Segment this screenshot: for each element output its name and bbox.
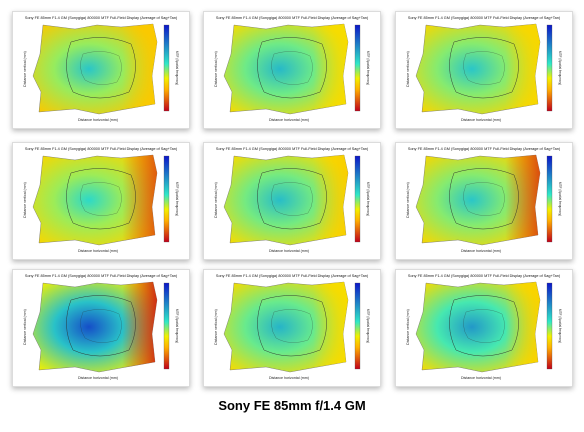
colorbar-label: MTF (Spatial frequency): [366, 182, 370, 216]
y-axis-label: Distance vertical (mm): [406, 309, 410, 345]
colorbar-label: MTF (Spatial frequency): [366, 51, 370, 85]
x-axis-label: Distance horizontal (mm): [269, 118, 309, 122]
contour-line: [66, 295, 136, 357]
contour-line: [463, 182, 505, 216]
mtf-edge-falloff: [224, 282, 348, 372]
x-axis-label: Distance horizontal (mm): [78, 249, 118, 253]
chart-title: Sony FE 85mm F1.4 GM (Sonygiga) 800000 M…: [408, 16, 561, 20]
contour-line: [66, 168, 136, 230]
mtf-heatmap: Sony FE 85mm F1.4 GM (Sonygiga) 800000 M…: [214, 147, 370, 253]
colorbar: [354, 155, 361, 243]
colorbar: [163, 24, 170, 112]
y-axis-label: Distance vertical (mm): [406, 182, 410, 218]
y-axis-label: Distance vertical (mm): [406, 51, 410, 87]
contour-line: [66, 37, 136, 99]
colorbar: [546, 282, 553, 370]
mtf-edge-falloff: [33, 24, 157, 114]
colorbar: [163, 155, 170, 243]
mtf-chart-card: Sony FE 85mm F1.4 GM (Sonygiga) 800000 M…: [12, 142, 190, 260]
mtf-edge-falloff: [224, 155, 348, 245]
colorbar-label: MTF (Spatial frequency): [175, 182, 179, 216]
colorbar-label: MTF (Spatial frequency): [366, 309, 370, 343]
contour-line: [80, 309, 122, 343]
colorbar-label: MTF (Spatial frequency): [558, 51, 562, 85]
mtf-edge-falloff: [33, 282, 157, 372]
x-axis-label: Distance horizontal (mm): [461, 249, 501, 253]
y-axis-label: Distance vertical (mm): [214, 182, 218, 218]
mtf-chart-card: Sony FE 85mm F1.4 GM (Sonygiga) 800000 M…: [203, 11, 381, 129]
contour-line: [271, 51, 313, 85]
x-axis-label: Distance horizontal (mm): [269, 376, 309, 380]
mtf-chart-card: Sony FE 85mm F1.4 GM (Sonygiga) 800000 M…: [395, 11, 573, 129]
mtf-heatmap: Sony FE 85mm F1.4 GM (Sonygiga) 800000 M…: [406, 147, 562, 253]
chart-title: Sony FE 85mm F1.4 GM (Sonygiga) 800000 M…: [216, 16, 369, 20]
lens-caption: Sony FE 85mm f/1.4 GM: [218, 398, 366, 413]
contour-line: [271, 182, 313, 216]
x-axis-label: Distance horizontal (mm): [461, 118, 501, 122]
mtf-chart-card: Sony FE 85mm F1.4 GM (Sonygiga) 800000 M…: [203, 269, 381, 387]
y-axis-label: Distance vertical (mm): [23, 309, 27, 345]
mtf-heatmap: Sony FE 85mm F1.4 GM (Sonygiga) 800000 M…: [23, 274, 179, 380]
contour-line: [80, 51, 122, 85]
y-axis-label: Distance vertical (mm): [214, 51, 218, 87]
contour-line: [271, 309, 313, 343]
chart-title: Sony FE 85mm F1.4 GM (Sonygiga) 800000 M…: [25, 274, 178, 278]
mtf-edge-falloff: [416, 282, 540, 372]
y-axis-label: Distance vertical (mm): [214, 309, 218, 345]
y-axis-label: Distance vertical (mm): [23, 51, 27, 87]
colorbar: [163, 282, 170, 370]
colorbar: [546, 24, 553, 112]
x-axis-label: Distance horizontal (mm): [78, 118, 118, 122]
chart-title: Sony FE 85mm F1.4 GM (Sonygiga) 800000 M…: [216, 274, 369, 278]
chart-title: Sony FE 85mm F1.4 GM (Sonygiga) 800000 M…: [408, 147, 561, 151]
mtf-chart-card: Sony FE 85mm F1.4 GM (Sonygiga) 800000 M…: [395, 269, 573, 387]
x-axis-label: Distance horizontal (mm): [269, 249, 309, 253]
colorbar-label: MTF (Spatial frequency): [558, 182, 562, 216]
mtf-heatmap: Sony FE 85mm F1.4 GM (Sonygiga) 800000 M…: [406, 274, 562, 380]
mtf-edge-falloff: [33, 155, 157, 245]
mtf-heatmap: Sony FE 85mm F1.4 GM (Sonygiga) 800000 M…: [23, 16, 179, 122]
contour-line: [449, 295, 519, 357]
contour-line: [80, 182, 122, 216]
chart-title: Sony FE 85mm F1.4 GM (Sonygiga) 800000 M…: [216, 147, 369, 151]
contour-line: [257, 295, 327, 357]
colorbar-label: MTF (Spatial frequency): [175, 309, 179, 343]
mtf-heatmap: Sony FE 85mm F1.4 GM (Sonygiga) 800000 M…: [406, 16, 562, 122]
y-axis-label: Distance vertical (mm): [23, 182, 27, 218]
mtf-edge-falloff: [416, 155, 540, 245]
colorbar: [354, 282, 361, 370]
mtf-heatmap: Sony FE 85mm F1.4 GM (Sonygiga) 800000 M…: [23, 147, 179, 253]
colorbar-label: MTF (Spatial frequency): [175, 51, 179, 85]
x-axis-label: Distance horizontal (mm): [78, 376, 118, 380]
x-axis-label: Distance horizontal (mm): [461, 376, 501, 380]
mtf-chart-card: Sony FE 85mm F1.4 GM (Sonygiga) 800000 M…: [12, 11, 190, 129]
mtf-chart-card: Sony FE 85mm F1.4 GM (Sonygiga) 800000 M…: [203, 142, 381, 260]
contour-line: [449, 37, 519, 99]
mtf-heatmap: Sony FE 85mm F1.4 GM (Sonygiga) 800000 M…: [214, 274, 370, 380]
mtf-edge-falloff: [416, 24, 540, 114]
contour-line: [463, 51, 505, 85]
contour-line: [257, 37, 327, 99]
mtf-edge-falloff: [224, 24, 348, 114]
mtf-chart-card: Sony FE 85mm F1.4 GM (Sonygiga) 800000 M…: [395, 142, 573, 260]
mtf-chart-card: Sony FE 85mm F1.4 GM (Sonygiga) 800000 M…: [12, 269, 190, 387]
colorbar: [354, 24, 361, 112]
chart-title: Sony FE 85mm F1.4 GM (Sonygiga) 800000 M…: [25, 16, 178, 20]
contour-line: [463, 309, 505, 343]
colorbar-label: MTF (Spatial frequency): [558, 309, 562, 343]
mtf-heatmap: Sony FE 85mm F1.4 GM (Sonygiga) 800000 M…: [214, 16, 370, 122]
chart-title: Sony FE 85mm F1.4 GM (Sonygiga) 800000 M…: [408, 274, 561, 278]
contour-line: [257, 168, 327, 230]
contour-line: [449, 168, 519, 230]
chart-title: Sony FE 85mm F1.4 GM (Sonygiga) 800000 M…: [25, 147, 178, 151]
colorbar: [546, 155, 553, 243]
